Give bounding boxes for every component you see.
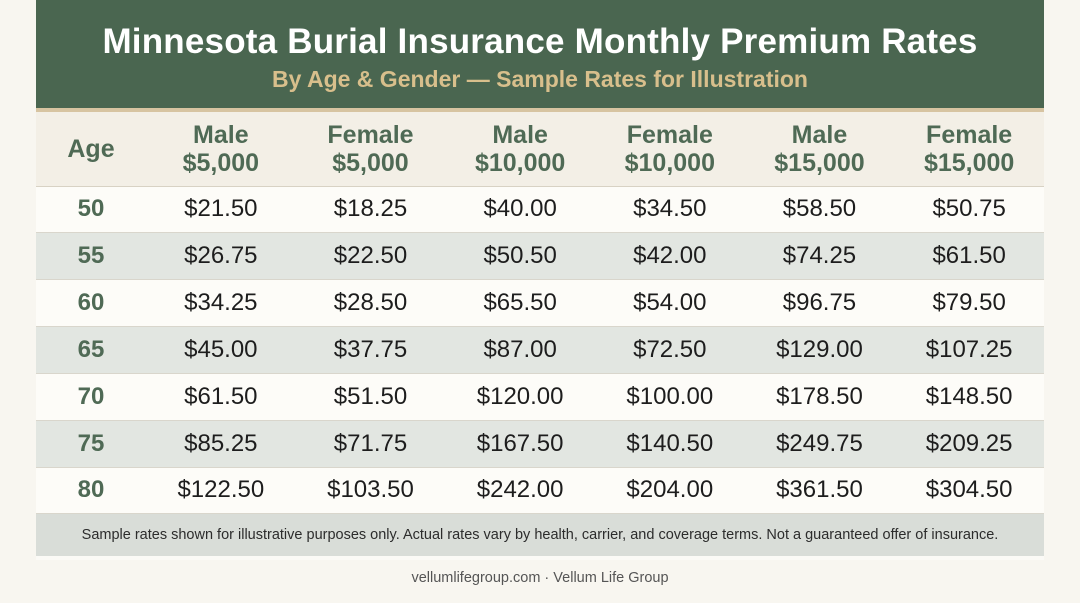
rate-cell: $87.00 bbox=[445, 327, 595, 374]
rate-cell: $209.25 bbox=[894, 420, 1044, 467]
column-header-amount: $15,000 bbox=[774, 149, 864, 177]
age-cell: 70 bbox=[36, 373, 146, 420]
rate-cell: $178.50 bbox=[745, 373, 895, 420]
column-header-label: Female bbox=[327, 121, 413, 149]
age-cell: 75 bbox=[36, 420, 146, 467]
rate-cell: $71.75 bbox=[296, 420, 446, 467]
rate-cell: $79.50 bbox=[894, 280, 1044, 327]
rate-cell: $107.25 bbox=[894, 327, 1044, 374]
rate-cell: $40.00 bbox=[445, 186, 595, 233]
rate-cell: $100.00 bbox=[595, 373, 745, 420]
rate-cell: $45.00 bbox=[146, 327, 296, 374]
rate-cell: $58.50 bbox=[745, 186, 895, 233]
rate-cell: $72.50 bbox=[595, 327, 745, 374]
rate-cell: $54.00 bbox=[595, 280, 745, 327]
rate-cell: $204.00 bbox=[595, 467, 745, 514]
table-header-row: Age Male $5,000 Female $5,000 Male $10,000 … bbox=[36, 112, 1044, 186]
rate-cell: $148.50 bbox=[894, 373, 1044, 420]
column-header: Male $15,000 bbox=[745, 112, 895, 186]
rate-cell: $167.50 bbox=[445, 420, 595, 467]
age-cell: 65 bbox=[36, 327, 146, 374]
rate-cell: $21.50 bbox=[146, 186, 296, 233]
rate-cell: $74.25 bbox=[745, 233, 895, 280]
column-header-label: Age bbox=[67, 135, 114, 163]
column-header: Female $15,000 bbox=[894, 112, 1044, 186]
rate-cell: $37.75 bbox=[296, 327, 446, 374]
rate-cell: $22.50 bbox=[296, 233, 446, 280]
column-header-label: Male bbox=[492, 121, 548, 149]
disclaimer-note: Sample rates shown for illustrative purp… bbox=[36, 514, 1044, 556]
table-row: 75 $85.25 $71.75 $167.50 $140.50 $249.75 $209.… bbox=[36, 420, 1044, 467]
rate-cell: $26.75 bbox=[146, 233, 296, 280]
rate-cell: $61.50 bbox=[894, 233, 1044, 280]
age-cell: 80 bbox=[36, 467, 146, 514]
rate-cell: $50.50 bbox=[445, 233, 595, 280]
rate-card: Minnesota Burial Insurance Monthly Premi… bbox=[36, 0, 1044, 560]
column-header-amount: $5,000 bbox=[332, 149, 408, 177]
rate-cell: $242.00 bbox=[445, 467, 595, 514]
rate-cell: $249.75 bbox=[745, 420, 895, 467]
rate-cell: $304.50 bbox=[894, 467, 1044, 514]
column-header: Male $10,000 bbox=[445, 112, 595, 186]
rate-cell: $61.50 bbox=[146, 373, 296, 420]
column-header-label: Female bbox=[926, 121, 1012, 149]
page-subtitle: By Age & Gender — Sample Rates for Illus… bbox=[36, 64, 1044, 94]
rate-cell: $65.50 bbox=[445, 280, 595, 327]
column-header-amount: $15,000 bbox=[924, 149, 1014, 177]
age-cell: 55 bbox=[36, 233, 146, 280]
column-header-label: Female bbox=[627, 121, 713, 149]
table-row: 70 $61.50 $51.50 $120.00 $100.00 $178.50 $148.… bbox=[36, 373, 1044, 420]
header-banner: Minnesota Burial Insurance Monthly Premi… bbox=[36, 0, 1044, 112]
column-header: Female $5,000 bbox=[296, 112, 446, 186]
rate-cell: $140.50 bbox=[595, 420, 745, 467]
column-header-label: Male bbox=[193, 121, 249, 149]
rate-cell: $361.50 bbox=[745, 467, 895, 514]
rate-cell: $51.50 bbox=[296, 373, 446, 420]
rate-cell: $96.75 bbox=[745, 280, 895, 327]
age-cell: 60 bbox=[36, 280, 146, 327]
table-row: 80 $122.50 $103.50 $242.00 $204.00 $361.50 $30… bbox=[36, 467, 1044, 514]
table-row: 55 $26.75 $22.50 $50.50 $42.00 $74.25 $61.50 bbox=[36, 233, 1044, 280]
footer-credit: vellumlifegroup.com · Vellum Life Group bbox=[0, 570, 1080, 586]
rate-cell: $85.25 bbox=[146, 420, 296, 467]
page-title: Minnesota Burial Insurance Monthly Premi… bbox=[36, 22, 1044, 62]
rate-cell: $129.00 bbox=[745, 327, 895, 374]
table-row: 65 $45.00 $37.75 $87.00 $72.50 $129.00 $107.25 bbox=[36, 327, 1044, 374]
column-header-age: Age bbox=[36, 112, 146, 186]
rate-cell: $42.00 bbox=[595, 233, 745, 280]
table-row: 50 $21.50 $18.25 $40.00 $34.50 $58.50 $50.75 bbox=[36, 186, 1044, 233]
column-header: Female $10,000 bbox=[595, 112, 745, 186]
column-header-amount: $10,000 bbox=[475, 149, 565, 177]
column-header-label: Male bbox=[792, 121, 848, 149]
rate-cell: $34.50 bbox=[595, 186, 745, 233]
rates-table: Age Male $5,000 Female $5,000 Male $10,000 … bbox=[36, 112, 1044, 514]
table-row: 60 $34.25 $28.50 $65.50 $54.00 $96.75 $79.50 bbox=[36, 280, 1044, 327]
rate-cell: $103.50 bbox=[296, 467, 446, 514]
column-header-amount: $10,000 bbox=[625, 149, 715, 177]
rate-cell: $50.75 bbox=[894, 186, 1044, 233]
column-header: Male $5,000 bbox=[146, 112, 296, 186]
column-header-amount: $5,000 bbox=[183, 149, 259, 177]
rate-cell: $18.25 bbox=[296, 186, 446, 233]
age-cell: 50 bbox=[36, 186, 146, 233]
rate-cell: $122.50 bbox=[146, 467, 296, 514]
rate-cell: $34.25 bbox=[146, 280, 296, 327]
rate-cell: $28.50 bbox=[296, 280, 446, 327]
rate-cell: $120.00 bbox=[445, 373, 595, 420]
